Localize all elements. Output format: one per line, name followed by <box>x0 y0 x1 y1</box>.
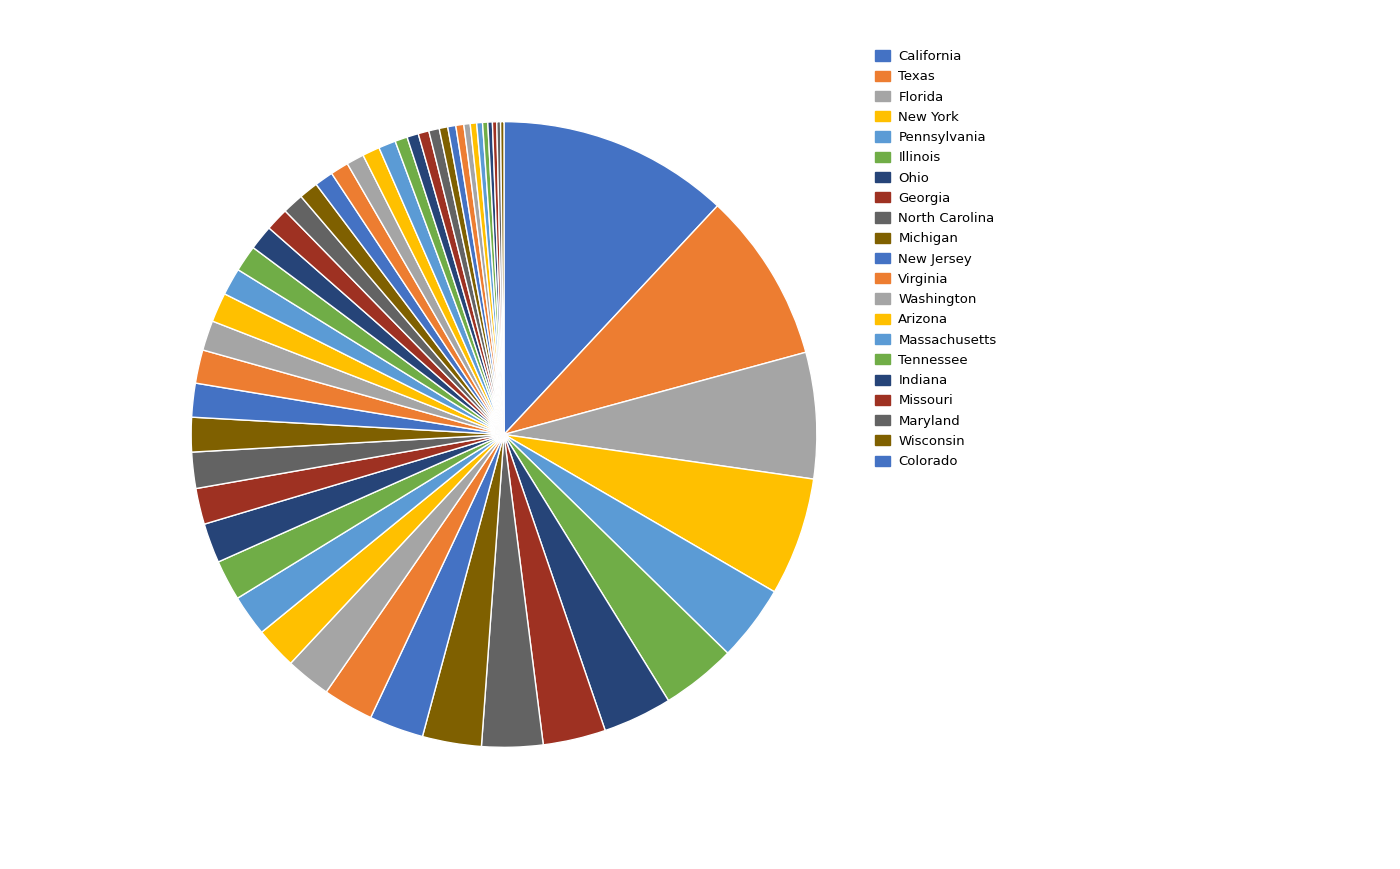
Wedge shape <box>501 122 504 434</box>
Wedge shape <box>316 174 504 434</box>
Wedge shape <box>504 434 605 745</box>
Wedge shape <box>487 122 504 434</box>
Wedge shape <box>504 434 774 653</box>
Wedge shape <box>419 131 504 434</box>
Wedge shape <box>291 434 504 692</box>
Wedge shape <box>192 434 504 488</box>
Wedge shape <box>482 434 543 747</box>
Wedge shape <box>218 434 504 598</box>
Wedge shape <box>476 123 504 434</box>
Wedge shape <box>504 434 668 731</box>
Wedge shape <box>379 141 504 434</box>
Wedge shape <box>363 148 504 434</box>
Wedge shape <box>224 269 504 434</box>
Wedge shape <box>448 125 504 434</box>
Wedge shape <box>463 123 504 434</box>
Wedge shape <box>203 322 504 434</box>
Wedge shape <box>326 434 504 718</box>
Wedge shape <box>301 184 504 434</box>
Wedge shape <box>204 434 504 562</box>
Wedge shape <box>440 127 504 434</box>
Wedge shape <box>470 123 504 434</box>
Wedge shape <box>423 434 504 746</box>
Wedge shape <box>253 228 504 434</box>
Wedge shape <box>192 383 504 434</box>
Wedge shape <box>504 434 728 700</box>
Wedge shape <box>504 352 816 479</box>
Wedge shape <box>497 122 504 434</box>
Wedge shape <box>483 122 504 434</box>
Wedge shape <box>196 434 504 524</box>
Wedge shape <box>213 294 504 434</box>
Wedge shape <box>347 156 504 434</box>
Wedge shape <box>504 122 717 434</box>
Wedge shape <box>238 248 504 434</box>
Wedge shape <box>238 434 504 633</box>
Wedge shape <box>504 434 813 592</box>
Wedge shape <box>371 434 504 737</box>
Wedge shape <box>504 206 806 434</box>
Wedge shape <box>456 124 504 434</box>
Wedge shape <box>493 122 504 434</box>
Wedge shape <box>262 434 504 663</box>
Wedge shape <box>286 196 504 434</box>
Wedge shape <box>269 211 504 434</box>
Wedge shape <box>192 417 504 452</box>
Wedge shape <box>196 350 504 434</box>
Wedge shape <box>332 163 504 434</box>
Wedge shape <box>395 137 504 434</box>
Wedge shape <box>428 129 504 434</box>
Legend: California, Texas, Florida, New York, Pennsylvania, Illinois, Ohio, Georgia, Nor: California, Texas, Florida, New York, Pe… <box>875 50 997 468</box>
Wedge shape <box>407 134 504 434</box>
